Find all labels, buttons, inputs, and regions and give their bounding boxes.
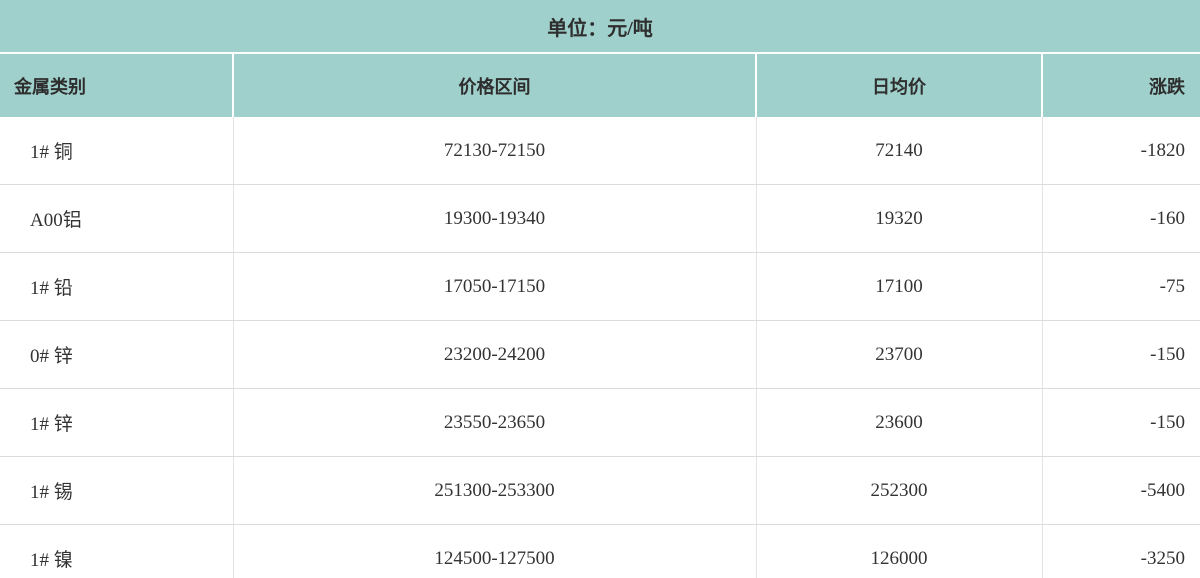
table-row-copper: 1# 铜 72130-72150 72140 -1820 <box>0 117 1200 185</box>
table-row-zinc-1: 1# 锌 23550-23650 23600 -150 <box>0 388 1200 457</box>
table-row-aluminum: A00铝 19300-19340 19320 -160 <box>0 184 1200 253</box>
cell-metal: 1# 镍 <box>0 524 233 578</box>
cell-price-range: 19300-19340 <box>232 184 756 253</box>
cell-daily-avg: 72140 <box>755 117 1042 185</box>
col-header-change: 涨跌 <box>1041 54 1200 117</box>
cell-daily-avg: 19320 <box>755 184 1042 253</box>
table-row-lead: 1# 铅 17050-17150 17100 -75 <box>0 252 1200 321</box>
cell-metal: 1# 铅 <box>0 252 233 321</box>
cell-price-range: 23200-24200 <box>232 320 756 389</box>
cell-change: -150 <box>1041 320 1200 389</box>
cell-daily-avg: 252300 <box>755 456 1042 525</box>
table-row-zinc-0: 0# 锌 23200-24200 23700 -150 <box>0 320 1200 389</box>
col-header-metal-category: 金属类别 <box>0 54 233 117</box>
cell-change: -75 <box>1041 252 1200 321</box>
cell-metal: 1# 铜 <box>0 117 233 185</box>
cell-change: -1820 <box>1041 117 1200 185</box>
table-row-tin: 1# 锡 251300-253300 252300 -5400 <box>0 456 1200 525</box>
cell-change: -160 <box>1041 184 1200 253</box>
cell-metal: 1# 锡 <box>0 456 233 525</box>
metal-price-table: 金属类别 价格区间 日均价 涨跌 1# 铜 72130-72150 72140 … <box>0 54 1200 578</box>
cell-metal: 1# 锌 <box>0 388 233 457</box>
cell-daily-avg: 23700 <box>755 320 1042 389</box>
cell-metal: A00铝 <box>0 184 233 253</box>
cell-change: -150 <box>1041 388 1200 457</box>
unit-banner: 单位：元/吨 <box>0 0 1200 54</box>
cell-price-range: 23550-23650 <box>232 388 756 457</box>
cell-daily-avg: 126000 <box>755 524 1042 578</box>
cell-price-range: 17050-17150 <box>232 252 756 321</box>
cell-daily-avg: 17100 <box>755 252 1042 321</box>
cell-price-range: 251300-253300 <box>232 456 756 525</box>
cell-metal: 0# 锌 <box>0 320 233 389</box>
unit-label: 单位：元/吨 <box>547 17 653 40</box>
table-header: 金属类别 价格区间 日均价 涨跌 <box>0 54 1200 117</box>
cell-daily-avg: 23600 <box>755 388 1042 457</box>
cell-price-range: 72130-72150 <box>232 117 756 185</box>
cell-change: -3250 <box>1041 524 1200 578</box>
cell-price-range: 124500-127500 <box>232 524 756 578</box>
header-row: 金属类别 价格区间 日均价 涨跌 <box>0 54 1200 117</box>
table-body: 1# 铜 72130-72150 72140 -1820 A00铝 19300-… <box>0 117 1200 578</box>
col-header-price-range: 价格区间 <box>232 54 756 117</box>
table-row-nickel: 1# 镍 124500-127500 126000 -3250 <box>0 524 1200 578</box>
col-header-daily-average: 日均价 <box>755 54 1042 117</box>
cell-change: -5400 <box>1041 456 1200 525</box>
